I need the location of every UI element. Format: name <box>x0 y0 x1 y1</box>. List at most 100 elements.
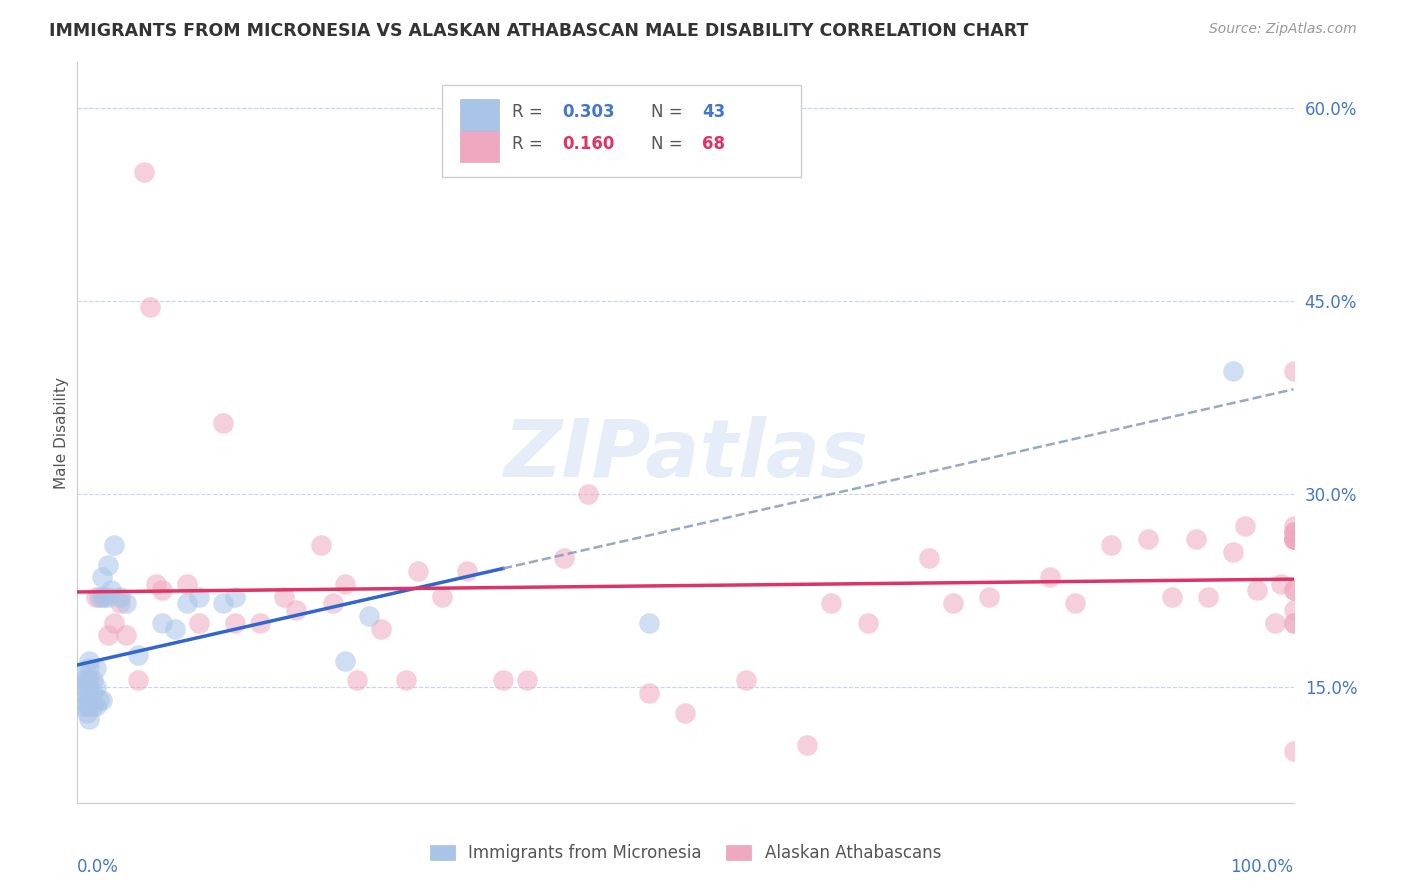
Text: 68: 68 <box>703 135 725 153</box>
Text: ZIPatlas: ZIPatlas <box>503 416 868 494</box>
Point <box>553 551 575 566</box>
Point <box>1246 583 1268 598</box>
Text: 0.0%: 0.0% <box>77 858 120 876</box>
Point <box>1282 615 1305 630</box>
Point <box>1282 602 1305 616</box>
Point <box>456 564 478 578</box>
FancyBboxPatch shape <box>460 99 499 130</box>
Point <box>796 738 818 752</box>
Point <box>1282 532 1305 546</box>
Point <box>93 590 115 604</box>
Point <box>127 648 149 662</box>
Point <box>72 680 94 694</box>
Text: R =: R = <box>512 103 547 121</box>
Point <box>675 706 697 720</box>
Point <box>84 660 107 674</box>
Point <box>89 693 111 707</box>
Point <box>115 596 138 610</box>
Point <box>1282 744 1305 758</box>
Text: N =: N = <box>651 103 689 121</box>
Point <box>82 686 104 700</box>
Point <box>152 615 174 630</box>
Point <box>79 699 101 714</box>
Point <box>212 596 235 610</box>
Point <box>333 577 356 591</box>
Point <box>127 673 149 688</box>
Point <box>1161 590 1184 604</box>
FancyBboxPatch shape <box>460 131 499 162</box>
Point <box>1270 577 1292 591</box>
Point <box>638 686 661 700</box>
Point <box>108 590 131 604</box>
Point <box>1197 590 1219 604</box>
Point <box>115 628 138 642</box>
Point <box>516 673 538 688</box>
Point <box>1063 596 1085 610</box>
Point <box>1264 615 1286 630</box>
Y-axis label: Male Disability: Male Disability <box>53 376 69 489</box>
Point <box>1039 570 1062 584</box>
Point <box>1282 525 1305 540</box>
Point <box>89 590 111 604</box>
Point <box>979 590 1001 604</box>
Point <box>359 609 381 624</box>
Point <box>97 590 120 604</box>
Point <box>82 699 104 714</box>
Text: N =: N = <box>651 135 689 153</box>
Point <box>84 680 107 694</box>
Point <box>82 673 104 688</box>
Point <box>285 602 308 616</box>
Point <box>370 622 392 636</box>
Point <box>322 596 344 610</box>
Point <box>163 622 186 636</box>
Point <box>249 615 271 630</box>
Point <box>76 673 98 688</box>
Point <box>395 673 418 688</box>
Point <box>1282 615 1305 630</box>
Point <box>1099 538 1122 552</box>
Point <box>79 693 101 707</box>
Point <box>79 654 101 668</box>
Point <box>108 596 131 610</box>
Point <box>1282 532 1305 546</box>
Point <box>72 693 94 707</box>
Point <box>212 416 235 430</box>
Point <box>79 660 101 674</box>
Point <box>79 673 101 688</box>
Point <box>1136 532 1159 546</box>
Point <box>79 680 101 694</box>
Text: 0.303: 0.303 <box>562 103 616 121</box>
Point <box>856 615 879 630</box>
Point <box>97 558 120 572</box>
Point <box>1222 545 1244 559</box>
Point <box>942 596 965 610</box>
Text: 43: 43 <box>703 103 725 121</box>
Point <box>76 706 98 720</box>
Point <box>820 596 842 610</box>
Point <box>273 590 295 604</box>
Point <box>1185 532 1208 546</box>
Point <box>1282 364 1305 378</box>
Point <box>79 712 101 726</box>
Point <box>224 590 246 604</box>
Point <box>188 590 211 604</box>
Point <box>224 615 246 630</box>
Point <box>134 165 156 179</box>
Point <box>139 300 162 314</box>
Point <box>72 667 94 681</box>
Point <box>76 699 98 714</box>
Point <box>1222 364 1244 378</box>
Point <box>90 590 112 604</box>
Point <box>492 673 515 688</box>
Point <box>406 564 429 578</box>
Point <box>1282 519 1305 533</box>
Point <box>1282 532 1305 546</box>
Point <box>72 699 94 714</box>
Point <box>333 654 356 668</box>
Point <box>72 686 94 700</box>
Point <box>90 570 112 584</box>
Point <box>176 596 198 610</box>
Point <box>176 577 198 591</box>
Text: R =: R = <box>512 135 547 153</box>
Point <box>1282 525 1305 540</box>
